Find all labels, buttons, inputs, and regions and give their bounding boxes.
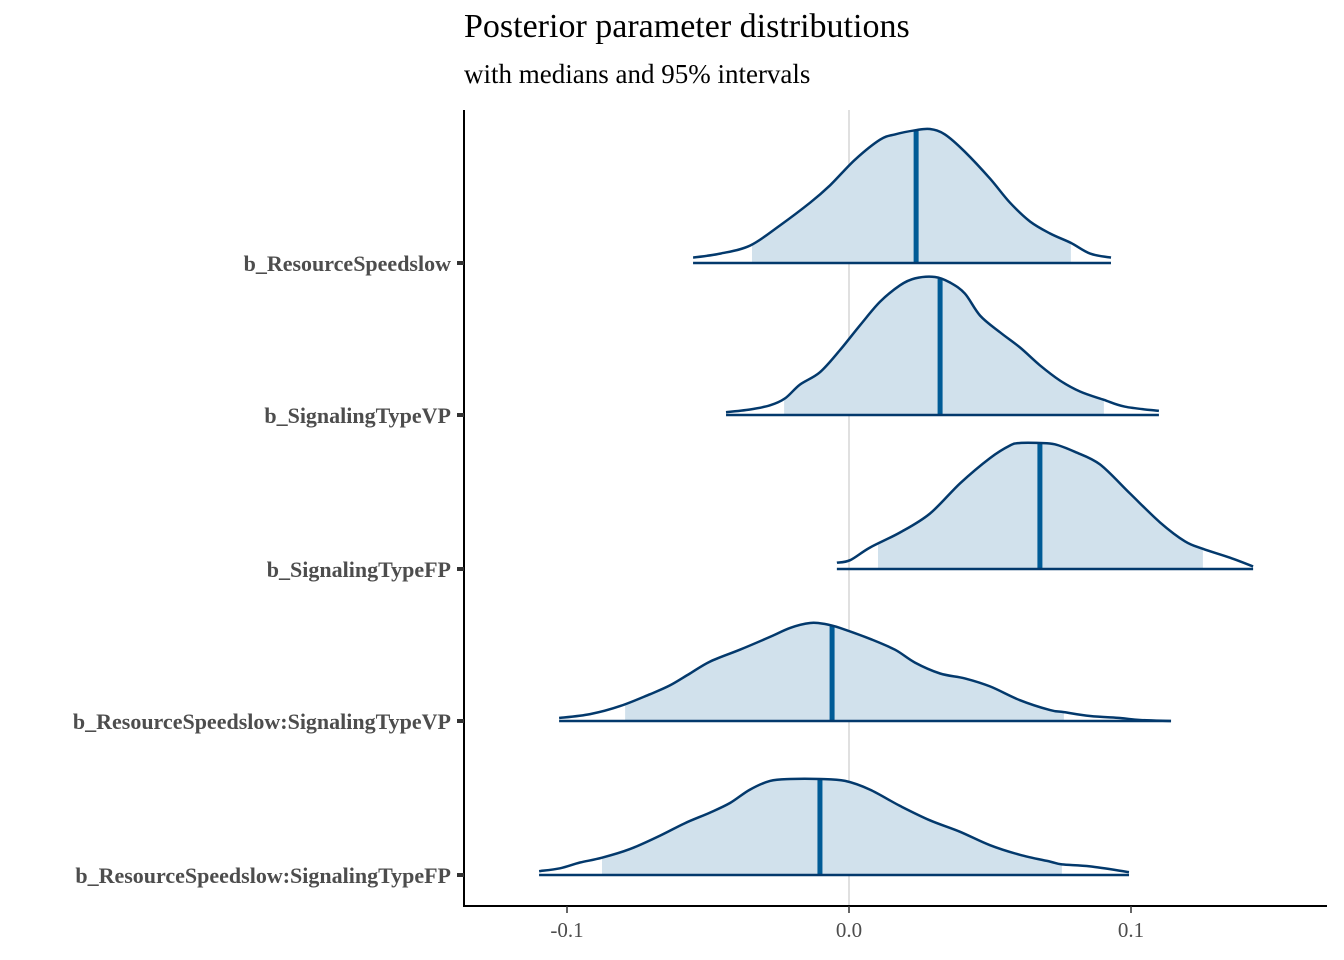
y-tick-label: b_ResourceSpeedslow:SignalingTypeFP (75, 863, 451, 888)
y-tick-label: b_SignalingTypeVP (264, 403, 451, 428)
ridge-b-signalingtypevp (725, 275, 1160, 417)
x-tick-label: 0.0 (836, 918, 862, 942)
ridge-b-resourcespeedslow-signalingtypevp (558, 621, 1172, 723)
density-curve (836, 441, 1254, 568)
ridge-b-resourcespeedslow-signalingtypefp (538, 777, 1130, 877)
chart-title: Posterior parameter distributions (464, 8, 910, 45)
density-curve (692, 127, 1112, 259)
ridge-b-signalingtypefp (836, 441, 1254, 571)
x-tick-label: 0.1 (1118, 918, 1144, 942)
x-tick-label: -0.1 (550, 918, 583, 942)
y-tick-label: b_SignalingTypeFP (267, 557, 451, 582)
ridge-b-resourcespeedslow (692, 127, 1112, 265)
interval-95-area (625, 623, 1064, 721)
density-curve (725, 275, 1160, 414)
y-tick-label: b_ResourceSpeedslow (244, 251, 451, 276)
interval-95-area (784, 277, 1104, 415)
density-curve (538, 777, 1130, 874)
interval-95-area (752, 129, 1071, 263)
interval-95-area (602, 779, 1062, 875)
y-tick-label: b_ResourceSpeedslow:SignalingTypeVP (73, 709, 451, 734)
density-curve (558, 621, 1172, 723)
chart-subtitle: with medians and 95% intervals (464, 59, 811, 89)
